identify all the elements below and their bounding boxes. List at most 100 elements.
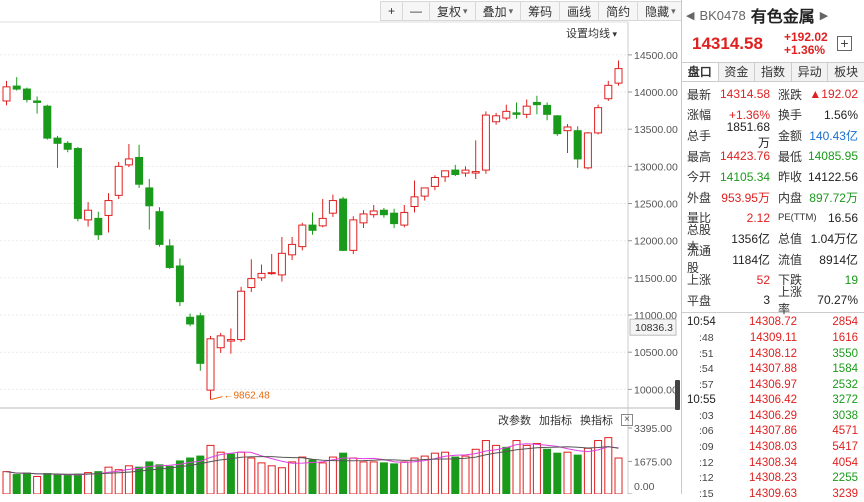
prev-arrow-icon[interactable]: ◀ <box>686 9 695 22</box>
candle-body <box>33 100 42 103</box>
tick-volume: 5417 <box>832 441 858 454</box>
tab-zhishu[interactable]: 指数 <box>755 63 792 81</box>
candle-body <box>583 132 592 169</box>
tick-price: 14308.72 <box>749 316 797 329</box>
add-watchlist-button[interactable]: + <box>837 36 852 51</box>
stat-value: 3 <box>763 293 770 308</box>
y-axis-label: 12000.00 <box>634 236 678 248</box>
close-indicator-icon[interactable]: × <box>621 414 633 426</box>
kline-chart[interactable]: 14500.00 14000.00 13500.00 13000.00 12500.00… <box>0 0 680 494</box>
stat-label: 最新 <box>687 87 712 102</box>
candle-body <box>604 84 613 100</box>
candle-body <box>359 213 368 224</box>
tick-price: 14307.86 <box>749 425 797 438</box>
tick-volume: 4054 <box>832 456 858 469</box>
volume-bar <box>73 473 82 494</box>
stat-row: 总股本 1356亿 总值 1.04万亿 <box>687 223 858 254</box>
candle-body <box>247 278 256 289</box>
tick-time: :48 <box>699 331 714 344</box>
y-axis-label: 13000.00 <box>634 161 678 173</box>
tick-time: :06 <box>699 425 714 438</box>
stat-value: 14105.34 <box>720 169 771 184</box>
quote-header: ◀ BK0478 有色金属 ▶ <box>682 0 864 30</box>
volume-bar <box>502 446 511 494</box>
ma-setting-button[interactable]: 设置均线 <box>566 25 617 41</box>
draw-line-button[interactable]: 画线 <box>560 2 600 20</box>
candle-body <box>43 105 52 139</box>
stat-value: ▲192.02 <box>809 87 858 102</box>
tick-price: 14308.12 <box>749 347 797 360</box>
tab-zijin[interactable]: 资金 <box>719 63 756 81</box>
candle-body <box>22 88 31 100</box>
zoom-out-button[interactable]: — <box>403 2 431 20</box>
volume-bar <box>563 451 572 494</box>
y-axis-label: 14000.00 <box>634 87 678 99</box>
tab-yidong[interactable]: 异动 <box>792 63 829 81</box>
stat-label: 总股本 <box>687 223 712 255</box>
tab-pankou[interactable]: 盘口 <box>682 63 719 81</box>
volume-bar <box>267 465 276 494</box>
tick-price: 14306.97 <box>749 378 797 391</box>
tick-volume: 2532 <box>832 378 858 391</box>
stat-label: 流通股 <box>687 244 712 276</box>
candle-body <box>53 137 62 144</box>
tick-volume: 4571 <box>832 425 858 438</box>
hide-dropdown[interactable]: 隐藏 <box>638 2 684 20</box>
chip-button[interactable]: 筹码 <box>521 2 561 20</box>
candle-body <box>12 85 21 90</box>
volume-bar <box>53 474 62 494</box>
volume-bar <box>614 457 623 494</box>
y-axis-label: 11500.00 <box>634 273 677 285</box>
candle-body <box>124 158 133 166</box>
stat-row: 最高 14423.76 最低 14085.95 <box>687 146 858 167</box>
candle-body <box>277 252 286 276</box>
candle-body <box>165 245 174 268</box>
price-change-pct: +1.36% <box>784 43 826 57</box>
volume-bar <box>379 462 388 494</box>
candle-body <box>420 187 429 197</box>
fuquan-dropdown[interactable]: 复权 <box>430 2 476 20</box>
candle-body <box>186 316 195 325</box>
stat-row: 量比 2.12 PE(TTM) 16.56 <box>687 208 858 229</box>
stat-value: 1356亿 <box>731 231 770 246</box>
candle-body <box>441 170 450 178</box>
tick-price: 14309.11 <box>749 331 797 344</box>
stat-row: 涨幅 +1.36% 换手 1.56% <box>687 105 858 126</box>
overlay-dropdown[interactable]: 叠加 <box>476 2 522 20</box>
stat-value: 1.04万亿 <box>810 231 858 246</box>
candle-body <box>532 101 541 106</box>
stat-value: 14085.95 <box>807 149 858 164</box>
tick-price: 14308.23 <box>749 472 797 485</box>
change-params-button[interactable]: 改参数 <box>498 415 531 427</box>
quote-tabs: 盘口 资金 指数 异动 板块 <box>682 62 864 82</box>
add-indicator-button[interactable]: 加指标 <box>539 415 572 427</box>
volume-bar <box>63 475 72 494</box>
y-axis-label: 10500.00 <box>634 347 678 359</box>
zoom-in-button[interactable]: + <box>381 2 404 20</box>
tick-time: :51 <box>699 347 714 360</box>
candle-body <box>226 339 235 342</box>
volume-bar <box>277 467 286 494</box>
stat-value: 897.72万 <box>809 190 858 205</box>
next-arrow-icon[interactable]: ▶ <box>819 9 829 22</box>
tick-time: :12 <box>699 456 714 469</box>
stat-row: 总手 1851.68万 金额 140.43亿 <box>687 120 858 150</box>
tick-volume: 3038 <box>832 409 858 422</box>
stat-value: 16.56 <box>827 210 858 225</box>
volume-bar <box>328 456 337 494</box>
candle-body <box>339 198 348 251</box>
volume-ma-line <box>6 443 619 476</box>
panel-splitter-handle[interactable] <box>675 380 680 410</box>
tab-bankuai[interactable]: 板块 <box>834 65 859 79</box>
candle-body <box>73 148 82 219</box>
tick-row: :09 14308.03 5417 <box>687 439 858 455</box>
simple-mode-button[interactable]: 简约 <box>599 2 639 20</box>
volume-bar <box>186 457 195 494</box>
volume-bar <box>12 474 21 494</box>
switch-indicator-button[interactable]: 换指标 <box>580 415 613 427</box>
volume-bar <box>481 440 490 494</box>
last-price: 14314.58 <box>692 34 763 53</box>
candle-body <box>461 169 470 174</box>
candle-body <box>349 219 358 251</box>
volume-bar <box>543 448 552 494</box>
